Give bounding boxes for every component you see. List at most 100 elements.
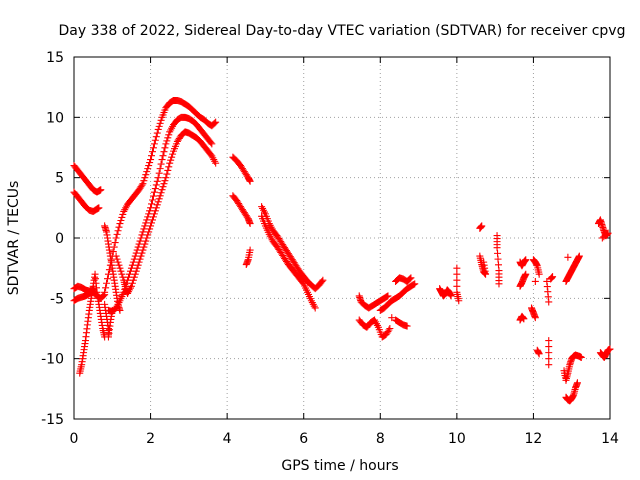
data-point	[149, 144, 157, 152]
data-point	[407, 274, 415, 282]
series-track-s	[436, 264, 463, 305]
series-track-h	[112, 128, 220, 298]
data-point	[403, 322, 411, 330]
data-point	[118, 213, 126, 221]
data-point	[104, 275, 111, 283]
data-point	[95, 187, 103, 195]
data-point	[455, 297, 463, 305]
data-point	[410, 280, 418, 288]
series-track-r	[388, 314, 411, 330]
data-point	[140, 177, 148, 185]
data-point	[535, 270, 543, 278]
data-point	[142, 171, 150, 179]
series-track-v	[528, 256, 543, 358]
data-point	[127, 282, 135, 290]
data-point	[161, 144, 169, 152]
data-point	[149, 213, 157, 221]
data-point	[453, 270, 461, 278]
data-point	[520, 315, 528, 323]
series-track-g	[104, 113, 216, 316]
data-point	[169, 150, 177, 158]
data-point	[129, 276, 137, 284]
data-point	[133, 264, 141, 272]
data-point	[116, 306, 124, 314]
data-point	[130, 273, 138, 281]
data-point	[148, 219, 156, 227]
data-point	[545, 361, 553, 369]
series-track-p	[355, 316, 394, 341]
data-point	[117, 217, 125, 225]
data-point	[140, 243, 148, 251]
y-tick-label: -15	[41, 412, 64, 428]
data-point	[138, 181, 146, 189]
data-point	[152, 181, 160, 189]
data-point	[388, 314, 396, 322]
data-point	[148, 148, 156, 156]
data-point	[545, 355, 553, 363]
data-point	[208, 140, 216, 148]
data-point	[112, 234, 120, 242]
data-point	[406, 275, 414, 283]
data-point	[165, 163, 173, 171]
series-track-o	[355, 292, 392, 312]
data-point	[207, 139, 215, 147]
data-point	[155, 169, 163, 177]
data-point	[109, 248, 117, 256]
data-point	[141, 240, 149, 248]
chart-title: Day 338 of 2022, Sidereal Day-to-day VTE…	[59, 23, 626, 39]
y-axis: -15 -10 -5 0 5 10 15	[41, 50, 610, 428]
series-track-i	[101, 222, 124, 314]
data-point	[162, 140, 170, 148]
data-point	[212, 118, 220, 126]
series-track-t	[476, 222, 503, 288]
data-point	[168, 153, 176, 161]
x-tick-label: 2	[146, 431, 155, 447]
data-point	[453, 276, 461, 284]
x-tick-label: 8	[376, 431, 385, 447]
data-point	[164, 166, 172, 174]
y-tick-label: 5	[55, 171, 64, 187]
data-point	[151, 136, 159, 144]
data-point	[165, 131, 173, 139]
data-point	[148, 200, 156, 208]
data-point	[311, 304, 319, 312]
data-point	[153, 129, 161, 137]
data-point	[164, 134, 172, 142]
data-point	[146, 225, 154, 233]
data-point	[153, 201, 161, 209]
data-point	[101, 288, 109, 296]
data-point	[166, 159, 174, 167]
y-tick-label: -10	[41, 352, 64, 368]
x-tick-label: 10	[448, 431, 466, 447]
series-track-x	[560, 351, 585, 405]
data-point	[162, 174, 170, 182]
y-tick-label: 10	[46, 110, 64, 126]
data-point	[211, 119, 219, 127]
data-point	[116, 220, 124, 228]
data-point	[531, 314, 539, 322]
data-point	[495, 280, 503, 288]
data-point	[522, 270, 530, 278]
data-point	[114, 227, 122, 235]
series-track-l	[229, 192, 254, 269]
data-point	[119, 210, 127, 218]
series-track-q	[376, 274, 419, 314]
data-point	[149, 192, 157, 200]
data-point	[145, 228, 153, 236]
grid	[74, 57, 610, 419]
data-point	[148, 196, 156, 204]
data-point	[131, 270, 139, 278]
data-point	[167, 156, 175, 164]
data-point	[453, 264, 461, 272]
series-track-b	[70, 188, 103, 215]
data-point	[144, 165, 152, 173]
y-axis-label: SDTVAR / TECUs	[6, 181, 22, 296]
data-point	[318, 277, 326, 285]
data-point	[212, 159, 220, 167]
data-point	[100, 292, 108, 300]
data-point	[160, 180, 168, 188]
data-point	[141, 174, 149, 182]
data-point	[545, 337, 553, 345]
data-point	[139, 180, 147, 188]
data-point	[154, 198, 162, 206]
